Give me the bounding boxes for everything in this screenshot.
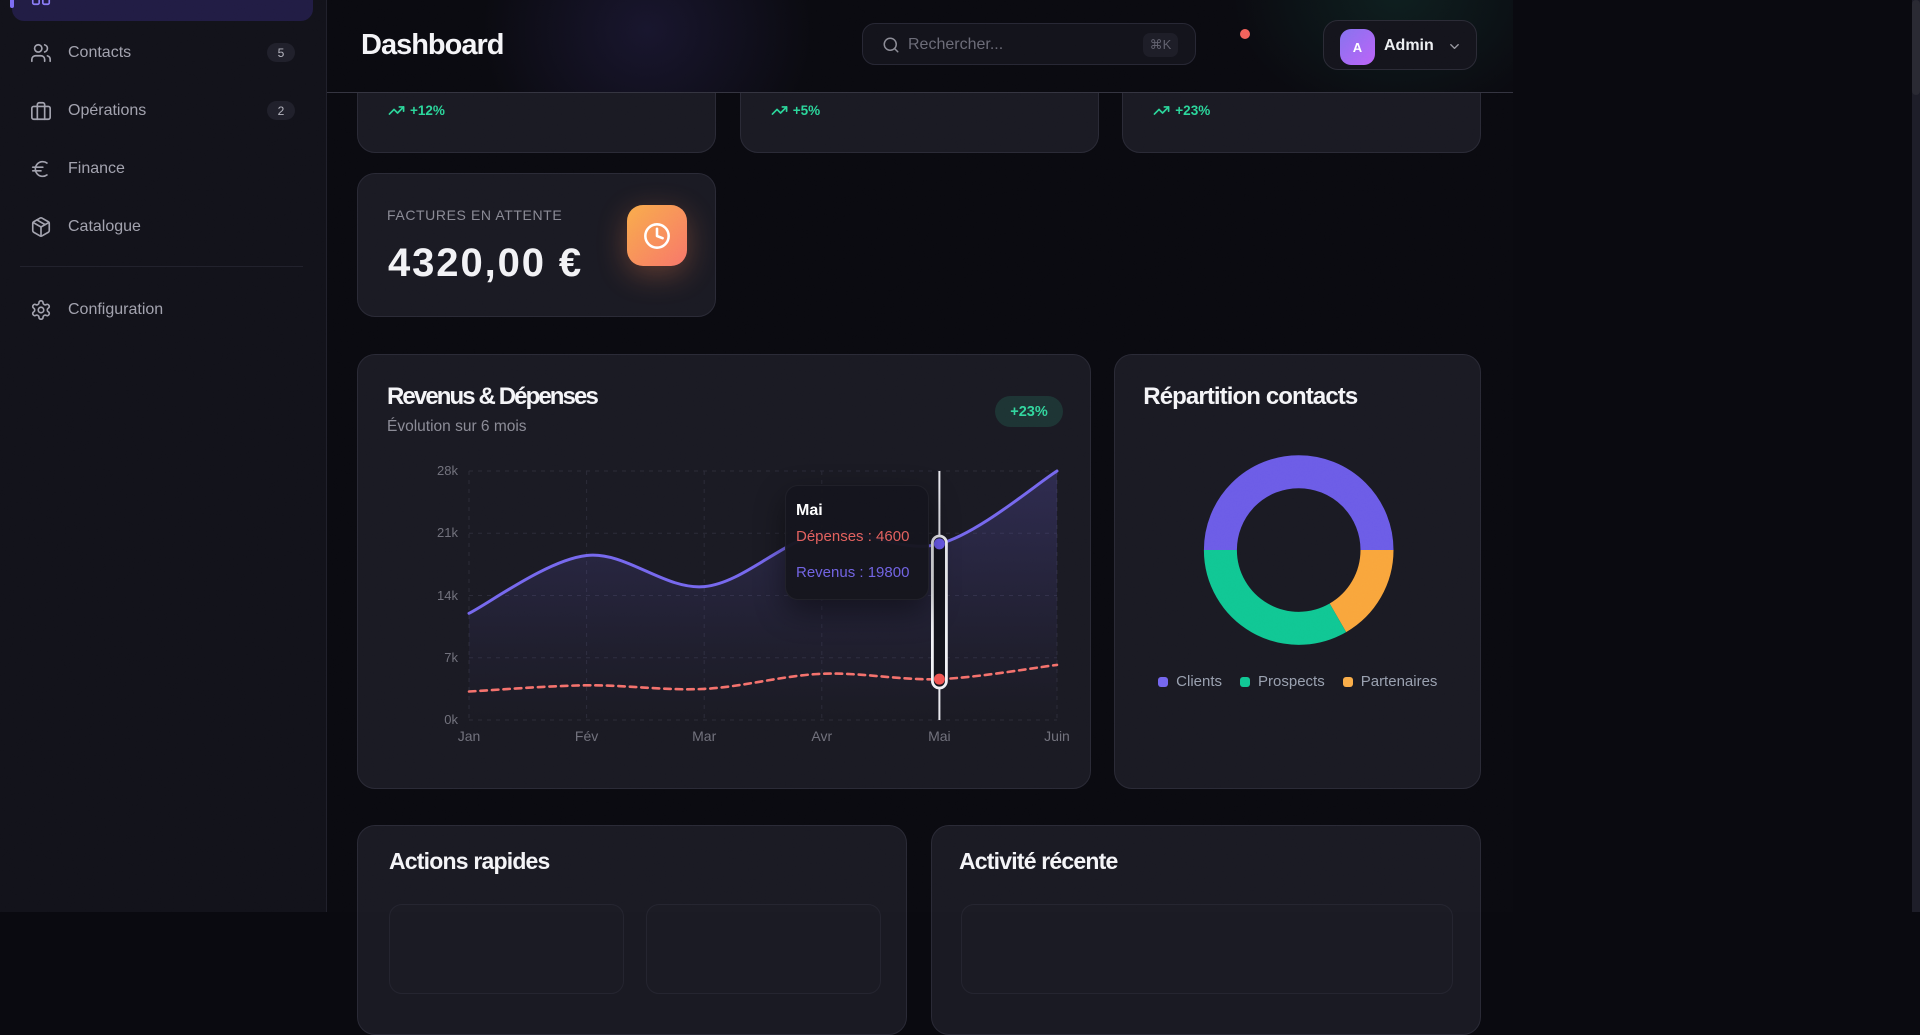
- svg-text:Mai: Mai: [928, 728, 951, 744]
- svg-text:7k: 7k: [444, 650, 458, 665]
- svg-text:28k: 28k: [437, 463, 458, 478]
- svg-text:Juin: Juin: [1044, 728, 1070, 744]
- svg-text:Fév: Fév: [575, 728, 598, 744]
- svg-text:Mar: Mar: [692, 728, 716, 744]
- svg-text:21k: 21k: [437, 525, 458, 540]
- svg-text:14k: 14k: [437, 588, 458, 603]
- svg-text:0k: 0k: [444, 712, 458, 727]
- svg-text:Jan: Jan: [458, 728, 481, 744]
- svg-text:Avr: Avr: [811, 728, 832, 744]
